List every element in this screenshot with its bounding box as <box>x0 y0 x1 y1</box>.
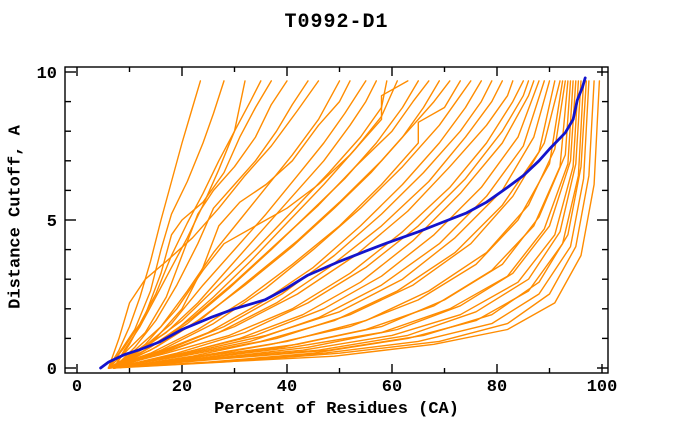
x-tick-label: 60 <box>382 378 402 397</box>
x-tick-label: 100 <box>587 378 618 397</box>
decoy-curve <box>113 80 514 369</box>
decoy-curve <box>107 80 590 369</box>
decoy-curve <box>107 80 556 369</box>
decoy-curve <box>107 80 351 369</box>
y-tick-label: 5 <box>47 213 57 232</box>
decoy-curve <box>107 80 574 369</box>
decoy-curve <box>113 80 309 369</box>
decoy-curve <box>113 80 587 369</box>
decoy-curve <box>107 80 601 369</box>
decoy-curve <box>107 80 580 369</box>
x-tick-label: 40 <box>277 378 297 397</box>
x-tick-label: 80 <box>487 378 507 397</box>
decoy-curve <box>113 80 551 369</box>
decoy-curve <box>113 80 493 369</box>
decoy-curve <box>113 80 595 369</box>
decoy-curve <box>113 80 530 369</box>
decoy-curve <box>113 80 430 369</box>
decoy-curve <box>113 80 341 369</box>
decoy-curve <box>107 80 377 369</box>
decoy-curve <box>107 80 524 369</box>
decoy-curve <box>113 80 472 369</box>
y-tick-label: 0 <box>47 361 57 380</box>
decoy-curve <box>113 80 409 369</box>
x-tick-label: 0 <box>72 378 82 397</box>
chart-title: T0992-D1 <box>284 11 389 34</box>
decoy-curve <box>107 80 288 369</box>
decoy-curve <box>113 80 272 369</box>
y-tick-label: 10 <box>37 65 57 84</box>
highlight-curve <box>99 76 587 370</box>
decoy-curve <box>113 80 367 369</box>
decoy-curve <box>107 80 482 369</box>
decoy-curve <box>107 80 545 369</box>
decoy-curve <box>113 80 388 369</box>
decoy-curve <box>107 80 320 369</box>
decoy-curve <box>107 80 202 369</box>
decoy-curve <box>113 80 540 369</box>
decoy-curve <box>113 80 561 369</box>
decoy-curve <box>113 80 566 369</box>
decoy-curve <box>107 80 419 369</box>
x-tick-label: 20 <box>172 378 192 397</box>
decoy-curve <box>113 80 572 369</box>
decoy-curve <box>107 80 225 369</box>
x-axis-label: Percent of Residues (CA) <box>214 400 459 419</box>
decoy-curve <box>107 80 262 369</box>
